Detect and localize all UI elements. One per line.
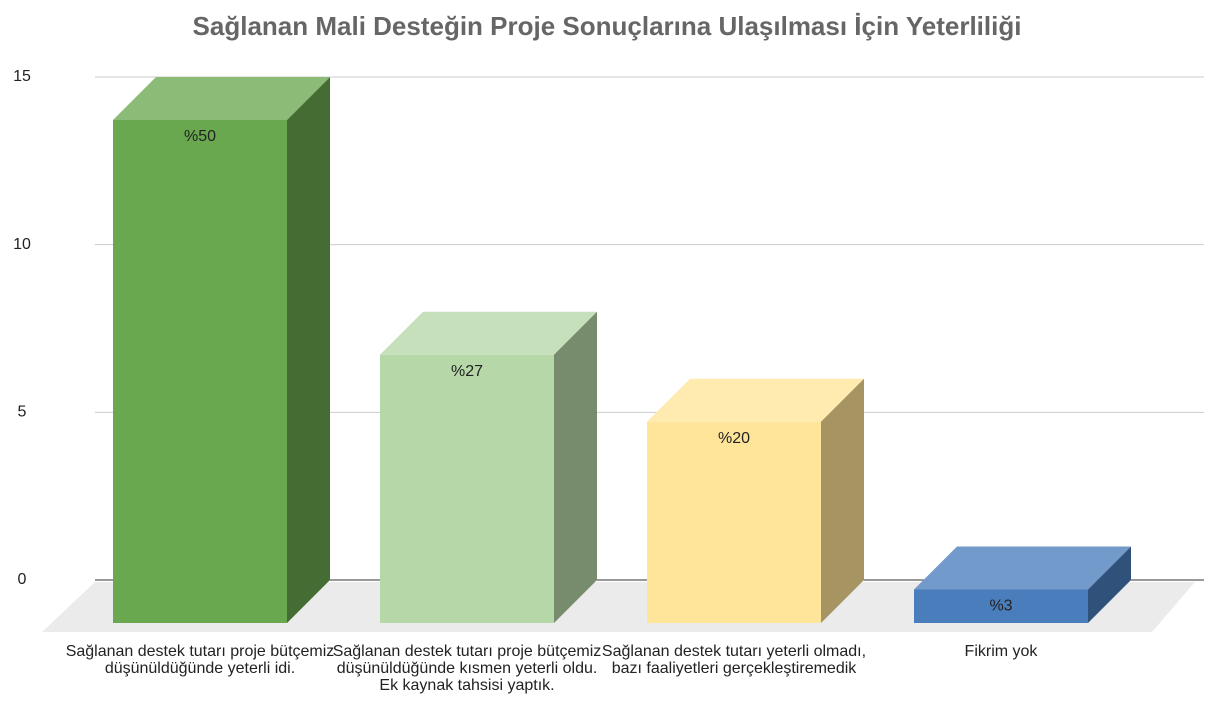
bar — [647, 421, 821, 623]
x-label-box: Sağlanan destek tutarı proje bütçemiz dü… — [65, 643, 335, 677]
x-label-box: Fikrim yok — [964, 643, 1038, 660]
data-label: %50 — [184, 128, 216, 145]
bar-top — [113, 77, 330, 120]
x-tick-label: Sağlanan destek tutarı proje bütçemiz dü… — [65, 643, 335, 677]
bar-side — [1088, 546, 1131, 623]
bar-side — [821, 378, 864, 623]
data-label: %3 — [989, 598, 1012, 615]
x-label-box: Sağlanan destek tutarı yeterli olmadı, b… — [601, 643, 867, 677]
x-tick-label: Fikrim yok — [964, 643, 1038, 660]
bar-top — [380, 311, 597, 355]
x-tick-label: Sağlanan destek tutarı yeterli olmadı, b… — [601, 643, 867, 677]
y-tick-label: 10 — [13, 236, 31, 253]
bar-top — [914, 546, 1131, 590]
floor — [42, 582, 1195, 632]
chart-title: Sağlanan Mali Desteğin Proje Sonuçlarına… — [193, 11, 1022, 41]
y-tick-label: 15 — [13, 68, 31, 85]
bar-top — [647, 378, 864, 422]
y-tick-label: 0 — [18, 571, 27, 588]
bar-side — [554, 311, 597, 623]
x-tick-label: Sağlanan destek tutarı proje bütçemiz dü… — [332, 643, 602, 694]
bar — [113, 120, 287, 623]
data-label: %27 — [451, 363, 483, 380]
bar-side — [287, 77, 330, 623]
x-label-box: Sağlanan destek tutarı proje bütçemiz dü… — [332, 643, 602, 694]
y-tick-label: 5 — [18, 404, 27, 421]
bar — [914, 589, 1088, 623]
bar — [380, 354, 554, 623]
data-label: %20 — [718, 430, 750, 447]
